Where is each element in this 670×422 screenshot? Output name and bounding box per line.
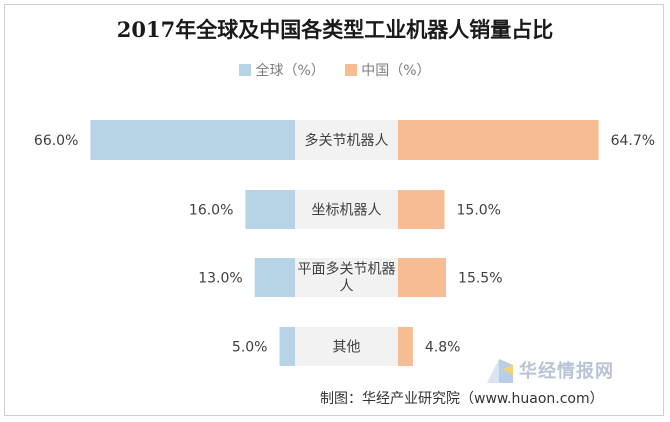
legend-swatch-global	[239, 64, 252, 76]
legend-label-global: 全球（%）	[255, 63, 325, 79]
bar-china-0	[398, 120, 599, 160]
data-label-global-0: 66.0%	[34, 133, 78, 149]
data-label-china-0: 64.7%	[611, 133, 655, 149]
chart-legend: 全球（%） 中国（%）	[0, 60, 670, 80]
bar-china-2	[398, 258, 447, 297]
category-label-line: 多关节机器人	[305, 132, 389, 149]
watermark: 华经情报网	[485, 355, 655, 385]
legend-item-global: 全球（%）	[239, 60, 325, 80]
category-label-2: 平面多关节机器人	[298, 261, 396, 295]
source-note: 制图：华经产业研究院（www.huaon.com）	[320, 391, 604, 407]
watermark-text: 华经情报网	[519, 361, 614, 382]
category-band-0	[295, 120, 398, 160]
data-label-china-2: 15.5%	[458, 271, 502, 287]
legend-label-china: 中国（%）	[361, 63, 431, 79]
legend-item-china: 中国（%）	[345, 60, 431, 80]
bar-china-3	[398, 327, 413, 366]
category-band-3	[295, 327, 398, 366]
data-label-global-1: 16.0%	[189, 203, 233, 219]
watermark-logo-icon	[487, 359, 513, 383]
legend-swatch-china	[345, 64, 358, 76]
category-label-0: 多关节机器人	[305, 132, 389, 149]
category-label-3: 其他	[333, 340, 361, 356]
category-band-1	[295, 190, 398, 229]
category-label-line: 坐标机器人	[312, 203, 382, 219]
data-label-china-1: 15.0%	[457, 203, 501, 219]
category-label-line: 平面多关节机器	[298, 261, 396, 278]
bar-china-1	[398, 190, 445, 229]
chart-title: 2017年全球及中国各类型工业机器人销量占比	[116, 17, 554, 42]
category-band-2	[295, 258, 398, 297]
bar-global-1	[245, 190, 295, 229]
category-label-1: 坐标机器人	[312, 203, 382, 219]
bar-global-3	[279, 327, 295, 366]
data-label-global-3: 5.0%	[232, 340, 268, 356]
data-label-global-2: 13.0%	[198, 271, 242, 287]
category-label-line: 人	[340, 279, 354, 295]
bar-global-2	[254, 258, 295, 297]
bar-global-0	[90, 120, 296, 160]
data-label-china-3: 4.8%	[425, 340, 461, 356]
category-label-line: 其他	[333, 340, 361, 356]
